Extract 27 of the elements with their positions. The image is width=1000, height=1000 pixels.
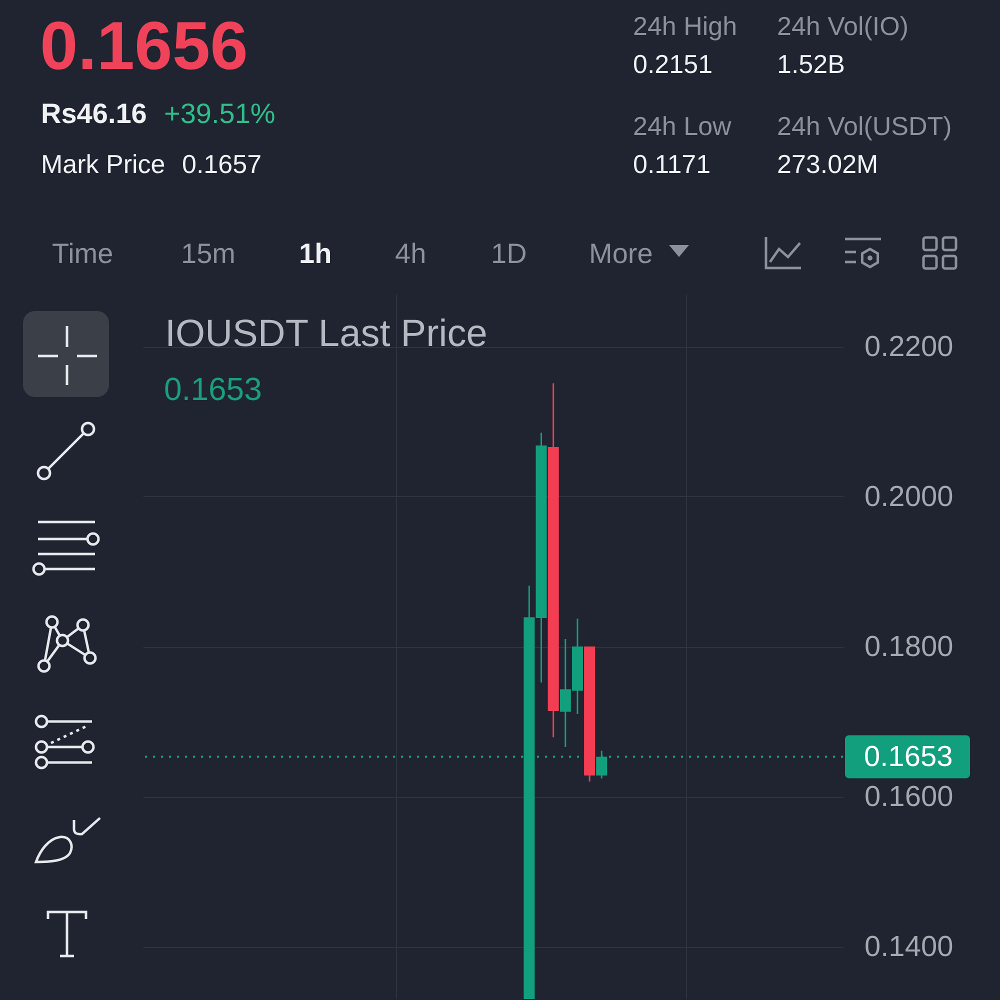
text: More [589,238,653,269]
text: 1D [491,238,527,269]
y-tick-label: 0.2000 [864,481,954,513]
ref-line-label: 0.1653 [864,740,953,773]
text: 1.52B [777,49,845,79]
text: 273.02M [777,149,878,179]
text: 0.2151 [633,49,713,79]
y-tick-label: 0.2200 [864,331,954,363]
text: 15m [181,238,236,269]
text: +39.51% [164,98,276,129]
text: 24h Vol(IO) [777,11,909,41]
text: 4h [395,238,426,269]
text: Mark Price [41,149,166,179]
text: Rs46.16 [41,98,147,129]
text: 0.1657 [182,149,262,179]
y-tick-label: 0.1600 [864,781,954,813]
text: 24h Low [633,111,732,141]
text: Time [52,238,114,269]
y-tick-label: 0.1800 [864,631,954,663]
y-tick-label: 0.1400 [864,931,954,963]
text: 0.1171 [633,149,711,179]
text: 0.1656 [40,8,248,84]
text: 0.1653 [164,371,262,407]
text: 24h Vol(USDT) [777,111,952,141]
text: 1h [299,238,332,269]
text: 24h High [633,11,738,41]
text: IOUSDT Last Price [165,313,488,355]
